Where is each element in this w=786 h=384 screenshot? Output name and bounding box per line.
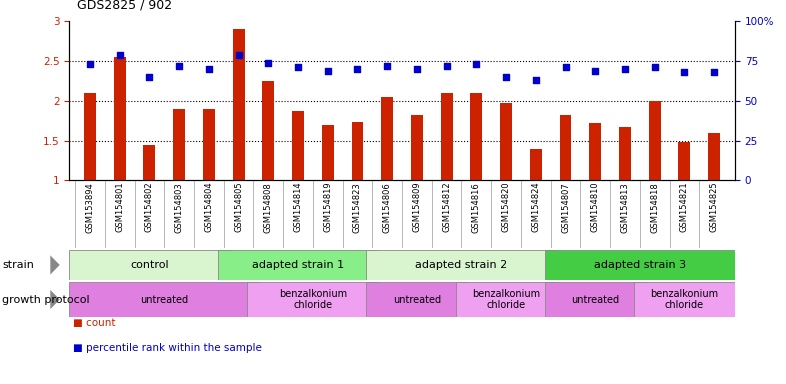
Bar xyxy=(530,149,542,180)
Bar xyxy=(619,127,631,180)
Point xyxy=(678,69,691,75)
Text: GSM154805: GSM154805 xyxy=(234,182,243,232)
Bar xyxy=(560,115,571,180)
Point xyxy=(440,63,453,69)
Bar xyxy=(218,250,378,280)
Bar xyxy=(69,250,230,280)
Bar xyxy=(233,29,244,180)
Text: GSM154806: GSM154806 xyxy=(383,182,391,233)
Point xyxy=(559,64,571,70)
Bar xyxy=(634,282,735,317)
Bar xyxy=(366,282,468,317)
Text: untreated: untreated xyxy=(393,295,441,305)
Text: GSM154802: GSM154802 xyxy=(145,182,154,232)
Text: GSM154814: GSM154814 xyxy=(293,182,303,232)
Text: GSM154819: GSM154819 xyxy=(323,182,332,232)
Bar xyxy=(114,57,126,180)
Text: benzalkonium
chloride: benzalkonium chloride xyxy=(279,289,347,310)
Bar xyxy=(203,109,215,180)
Text: GSM154824: GSM154824 xyxy=(531,182,540,232)
Point xyxy=(203,66,215,72)
Text: untreated: untreated xyxy=(140,295,189,305)
Text: GDS2825 / 902: GDS2825 / 902 xyxy=(77,0,172,12)
Text: GSM154807: GSM154807 xyxy=(561,182,570,233)
Bar xyxy=(708,133,720,180)
Text: GSM154825: GSM154825 xyxy=(710,182,718,232)
Text: GSM154813: GSM154813 xyxy=(620,182,630,233)
Text: GSM154810: GSM154810 xyxy=(591,182,600,232)
Bar xyxy=(292,111,304,180)
Text: ■ count: ■ count xyxy=(73,318,116,328)
Bar xyxy=(545,282,646,317)
Text: GSM154803: GSM154803 xyxy=(174,182,184,233)
Bar xyxy=(144,145,156,180)
Point xyxy=(589,68,601,74)
Bar xyxy=(173,109,185,180)
Bar xyxy=(381,97,393,180)
Text: GSM154812: GSM154812 xyxy=(442,182,451,232)
Text: GSM154816: GSM154816 xyxy=(472,182,481,233)
Point xyxy=(83,61,96,67)
Bar xyxy=(441,93,453,180)
Point xyxy=(648,64,661,70)
Bar xyxy=(248,282,378,317)
Point xyxy=(470,61,483,67)
Bar xyxy=(470,93,483,180)
Text: untreated: untreated xyxy=(571,295,619,305)
Text: GSM154809: GSM154809 xyxy=(413,182,421,232)
Bar xyxy=(456,282,556,317)
Text: ■ percentile rank within the sample: ■ percentile rank within the sample xyxy=(73,343,262,353)
Bar xyxy=(84,93,96,180)
Bar xyxy=(500,103,512,180)
Bar xyxy=(69,282,259,317)
Bar xyxy=(678,142,690,180)
Text: GSM154821: GSM154821 xyxy=(680,182,689,232)
Text: GSM154801: GSM154801 xyxy=(116,182,124,232)
Bar xyxy=(648,101,660,180)
Text: GSM154818: GSM154818 xyxy=(650,182,659,233)
Point xyxy=(708,69,721,75)
Text: GSM153894: GSM153894 xyxy=(86,182,94,233)
Text: adapted strain 3: adapted strain 3 xyxy=(593,260,686,270)
Point xyxy=(262,60,274,66)
Bar xyxy=(366,250,556,280)
Point xyxy=(410,66,423,72)
Text: benzalkonium
chloride: benzalkonium chloride xyxy=(472,289,540,310)
Point xyxy=(381,63,394,69)
Text: GSM154820: GSM154820 xyxy=(501,182,511,232)
Bar xyxy=(351,122,363,180)
Point xyxy=(233,51,245,58)
Text: growth protocol: growth protocol xyxy=(2,295,90,305)
Point xyxy=(619,66,631,72)
Point xyxy=(292,64,304,70)
Text: strain: strain xyxy=(2,260,35,270)
Bar xyxy=(411,115,423,180)
Text: adapted strain 2: adapted strain 2 xyxy=(415,260,508,270)
Text: adapted strain 1: adapted strain 1 xyxy=(252,260,344,270)
Point xyxy=(321,68,334,74)
Point xyxy=(500,74,512,80)
Point xyxy=(351,66,364,72)
Text: benzalkonium
chloride: benzalkonium chloride xyxy=(650,289,718,310)
Bar xyxy=(321,125,334,180)
Bar xyxy=(590,123,601,180)
Bar xyxy=(545,250,735,280)
Text: GSM154804: GSM154804 xyxy=(204,182,213,232)
Point xyxy=(143,74,156,80)
Text: GSM154808: GSM154808 xyxy=(264,182,273,233)
Bar xyxy=(263,81,274,180)
Text: control: control xyxy=(130,260,169,270)
Point xyxy=(113,51,126,58)
Text: GSM154823: GSM154823 xyxy=(353,182,362,233)
Point xyxy=(173,63,185,69)
Point xyxy=(530,77,542,83)
